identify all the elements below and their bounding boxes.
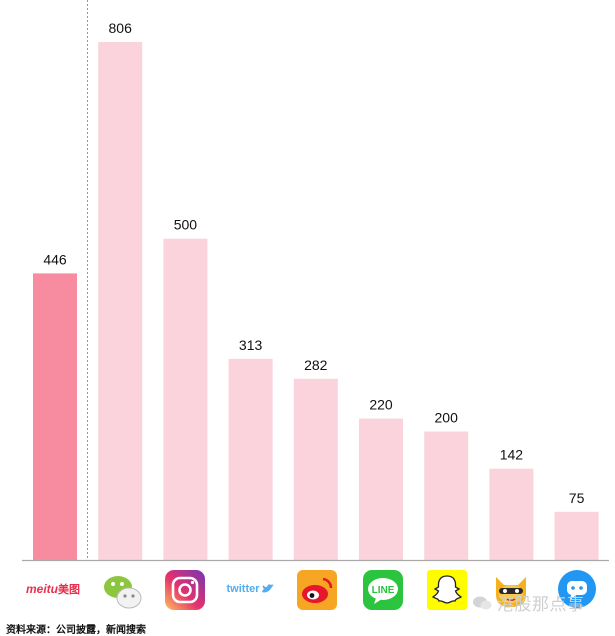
bar-value-label-3: 313 <box>239 337 263 353</box>
line-icon: LINE <box>362 569 403 610</box>
snapchat-icon <box>426 569 467 610</box>
bar-value-label-2: 500 <box>174 217 198 233</box>
meitu-logo: meitu 美图 <box>18 569 88 609</box>
bar-7 <box>489 468 534 560</box>
twitter-logo-text: twitter <box>226 583 260 595</box>
bar-5 <box>359 418 403 560</box>
source-note: 资料来源：公司披露，新闻搜索 <box>6 625 146 636</box>
bar-3 <box>228 358 273 560</box>
watermark-text: 港股那点事 <box>497 595 585 614</box>
weibo-icon <box>296 569 337 610</box>
watermark: 港股那点事 <box>472 590 585 615</box>
bar-chart: 446 806 500 313 282 220 200 142 75 <box>22 0 609 562</box>
bar-value-label-4: 282 <box>304 357 328 373</box>
bar-value-label-6: 200 <box>435 410 459 426</box>
momo-icon <box>557 569 597 609</box>
bar-6 <box>424 431 469 560</box>
instagram-icon <box>164 569 205 610</box>
meitu-logo-text: meitu <box>25 582 58 596</box>
twitter-bird-icon <box>261 584 274 593</box>
bar-value-label-8: 75 <box>569 490 585 506</box>
twitter-logo: twitter <box>222 569 278 609</box>
bar-2 <box>163 238 208 560</box>
yy-icon <box>490 569 530 609</box>
bar-value-label-5: 220 <box>369 397 393 413</box>
bar-value-label-7: 142 <box>500 447 524 463</box>
bar-8 <box>554 511 599 560</box>
line-icon-text: LINE <box>372 585 395 596</box>
bar-4 <box>293 378 338 560</box>
bar-1 <box>98 42 143 560</box>
wechat-icon <box>101 569 142 609</box>
chat-bubble-icon <box>473 596 492 609</box>
bar-value-label-1: 806 <box>109 20 133 36</box>
bar-0 <box>33 273 77 560</box>
bar-value-label-0: 446 <box>43 251 67 267</box>
meitu-logo-cn: 美图 <box>58 584 80 596</box>
